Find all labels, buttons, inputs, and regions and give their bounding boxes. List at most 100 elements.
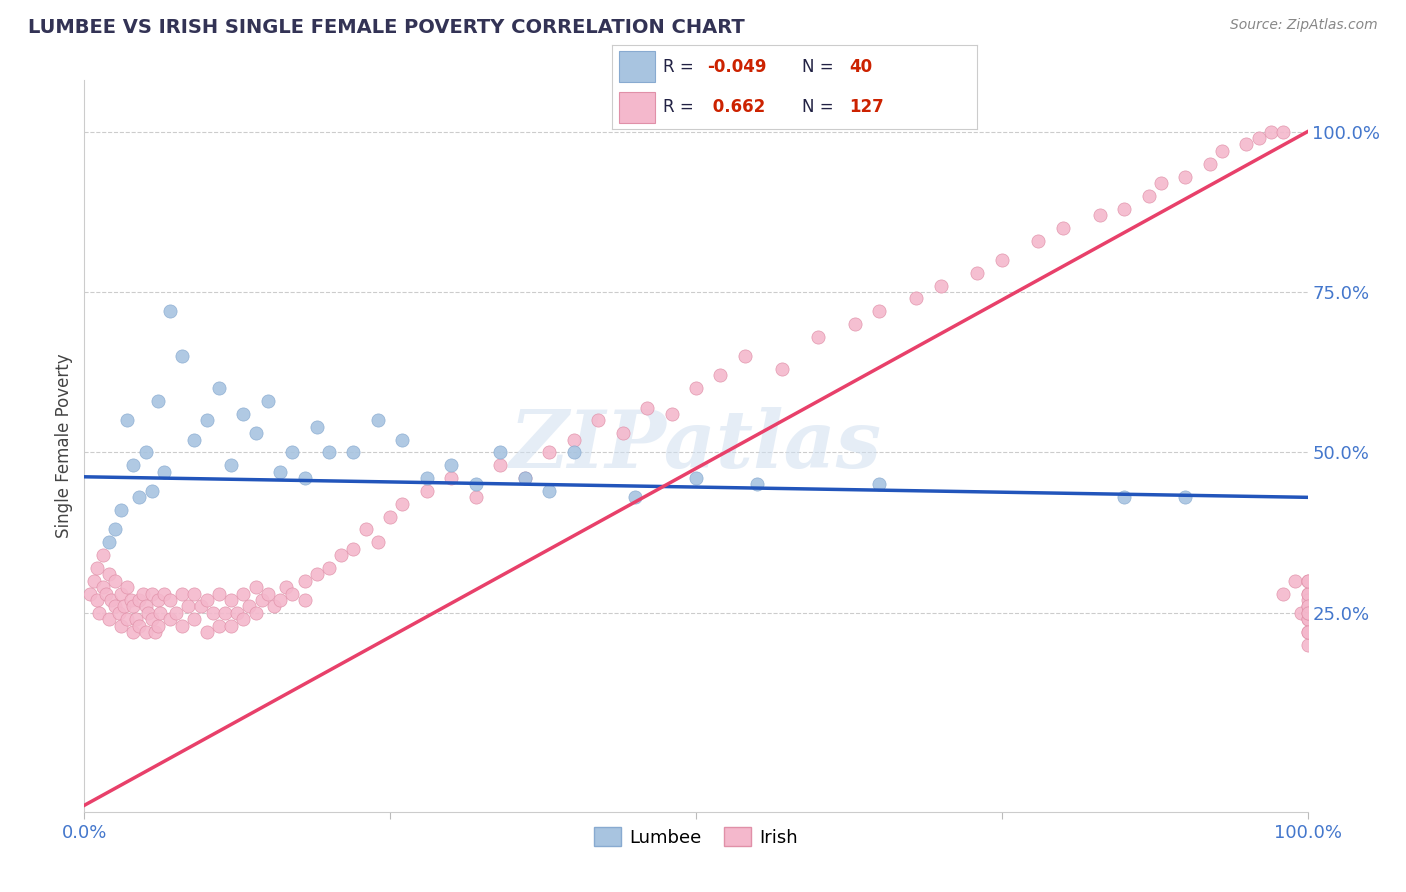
Point xyxy=(1296,625,1319,640)
Point xyxy=(115,612,138,626)
Point xyxy=(1296,638,1319,652)
Point xyxy=(195,413,218,427)
Point xyxy=(391,497,413,511)
Point xyxy=(1296,612,1319,626)
Point xyxy=(318,561,340,575)
Point xyxy=(146,394,169,409)
Point xyxy=(153,465,176,479)
Point xyxy=(115,580,138,594)
Point xyxy=(97,535,120,549)
Point xyxy=(172,618,194,632)
Point xyxy=(110,618,132,632)
Point xyxy=(110,586,132,600)
Point xyxy=(86,593,108,607)
FancyBboxPatch shape xyxy=(619,52,655,82)
Point xyxy=(661,407,683,421)
Point xyxy=(177,599,200,614)
Point xyxy=(122,458,145,473)
Point xyxy=(132,586,155,600)
Point xyxy=(513,471,536,485)
Point xyxy=(112,599,135,614)
Point xyxy=(330,548,353,562)
Point xyxy=(844,317,866,331)
Point xyxy=(83,574,105,588)
Point xyxy=(86,561,108,575)
Point xyxy=(538,445,561,459)
Point xyxy=(135,445,157,459)
Point xyxy=(141,586,163,600)
Point xyxy=(416,483,439,498)
Point xyxy=(1296,574,1319,588)
Point xyxy=(257,586,280,600)
Point xyxy=(250,593,273,607)
Point xyxy=(1247,131,1270,145)
Point xyxy=(1296,574,1319,588)
Point xyxy=(195,593,218,607)
Point xyxy=(905,292,928,306)
Point xyxy=(238,599,260,614)
Point xyxy=(929,278,952,293)
Point xyxy=(1174,169,1197,184)
Text: R =: R = xyxy=(662,58,693,76)
Point xyxy=(1296,625,1319,640)
Point xyxy=(1296,606,1319,620)
Point xyxy=(100,593,122,607)
Point xyxy=(807,330,830,344)
Point xyxy=(1272,586,1295,600)
Point xyxy=(1296,599,1319,614)
Point xyxy=(104,599,127,614)
Point xyxy=(214,606,236,620)
Point xyxy=(991,252,1014,267)
Point xyxy=(136,606,159,620)
Point xyxy=(636,401,658,415)
Point xyxy=(747,477,769,491)
Point xyxy=(294,471,316,485)
Point xyxy=(263,599,285,614)
Point xyxy=(1236,137,1258,152)
Point xyxy=(305,567,328,582)
Point xyxy=(869,304,891,318)
Point xyxy=(464,477,486,491)
Point xyxy=(159,593,181,607)
Point xyxy=(1174,491,1197,505)
Point xyxy=(135,625,157,640)
Point xyxy=(245,580,267,594)
Y-axis label: Single Female Poverty: Single Female Poverty xyxy=(55,354,73,538)
Point xyxy=(232,407,254,421)
Point xyxy=(734,349,756,363)
Point xyxy=(342,541,364,556)
Point xyxy=(464,491,486,505)
Point xyxy=(269,593,291,607)
Point xyxy=(125,612,148,626)
Point xyxy=(281,586,304,600)
Point xyxy=(245,426,267,441)
Point xyxy=(276,580,298,594)
Point xyxy=(172,586,194,600)
Point xyxy=(128,491,150,505)
Point xyxy=(219,618,242,632)
Point xyxy=(391,433,413,447)
Point xyxy=(318,445,340,459)
Point xyxy=(1028,234,1050,248)
Point xyxy=(183,586,205,600)
Point xyxy=(416,471,439,485)
Point xyxy=(149,606,172,620)
Point xyxy=(1137,188,1160,202)
Point xyxy=(159,304,181,318)
Text: 127: 127 xyxy=(849,98,884,116)
Point xyxy=(1114,202,1136,216)
Point xyxy=(1296,586,1319,600)
Point xyxy=(586,413,609,427)
Point xyxy=(489,445,512,459)
Point xyxy=(1088,208,1111,222)
Point xyxy=(104,523,127,537)
Point xyxy=(128,593,150,607)
Point xyxy=(96,586,118,600)
Point xyxy=(685,471,707,485)
Point xyxy=(97,567,120,582)
Point xyxy=(232,586,254,600)
Point xyxy=(685,381,707,395)
Point xyxy=(342,445,364,459)
Point xyxy=(143,625,166,640)
Point xyxy=(208,618,231,632)
